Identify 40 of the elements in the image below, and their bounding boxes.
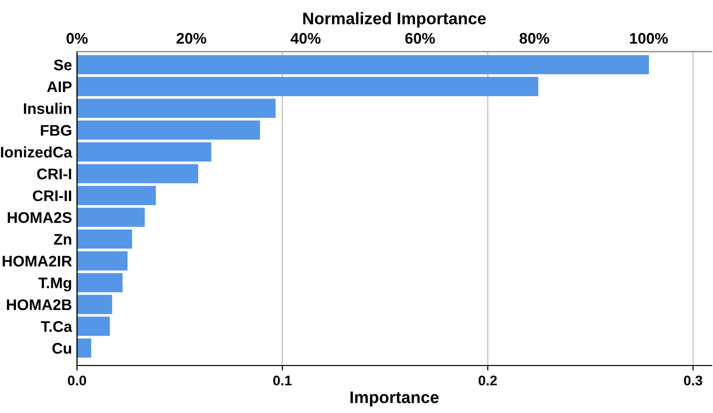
bar: [77, 208, 145, 227]
y-tick-label: Cu: [52, 342, 72, 354]
x2-tick-label: 0%: [66, 32, 88, 44]
y-tick-label: CRI-II: [32, 190, 72, 202]
y-tick-label: Se: [54, 60, 72, 70]
x2-tick-label: 100%: [630, 32, 668, 44]
y-tick-label: FBG: [40, 124, 72, 136]
y-tick-label: IonizedCa: [1, 146, 72, 158]
bar: [77, 120, 260, 140]
bar: [77, 294, 112, 314]
x-tick-label: 0.2: [478, 376, 497, 386]
x-tick-label: 0.1: [273, 376, 292, 386]
bar: [77, 229, 132, 249]
x-tick-label: 0.0: [68, 376, 86, 386]
x-axis-title: Importance: [350, 392, 439, 406]
y-tick-label: HOMA2IR: [2, 256, 72, 267]
bar: [77, 251, 128, 270]
y-tick-label: AIP: [47, 82, 72, 92]
y-tick-label: T.Mg: [38, 278, 72, 292]
y-tick-label: Insulin: [24, 102, 72, 114]
bar: [77, 76, 538, 96]
y-tick-label: CRI-I: [37, 168, 72, 180]
x2-tick-label: 60%: [405, 32, 435, 44]
bar: [77, 164, 198, 184]
bar: [77, 186, 156, 206]
y-tick-label: HOMA2S: [8, 212, 72, 223]
bar: [77, 142, 212, 162]
bar: [77, 316, 110, 336]
bar: [77, 273, 123, 292]
x2-tick-label: 80%: [520, 32, 550, 44]
x-tick-label: 0.3: [684, 376, 702, 386]
bar: [77, 98, 276, 118]
x2-axis-title: Normalized Importance: [303, 12, 486, 28]
bar: [77, 338, 92, 358]
bar: [77, 55, 649, 74]
x2-tick-label: 20%: [176, 32, 206, 44]
x2-tick-label: 40%: [290, 32, 321, 44]
y-tick-label: T.Ca: [40, 321, 72, 332]
y-tick-label: Zn: [54, 234, 72, 245]
y-tick-label: HOMA2B: [6, 299, 72, 310]
